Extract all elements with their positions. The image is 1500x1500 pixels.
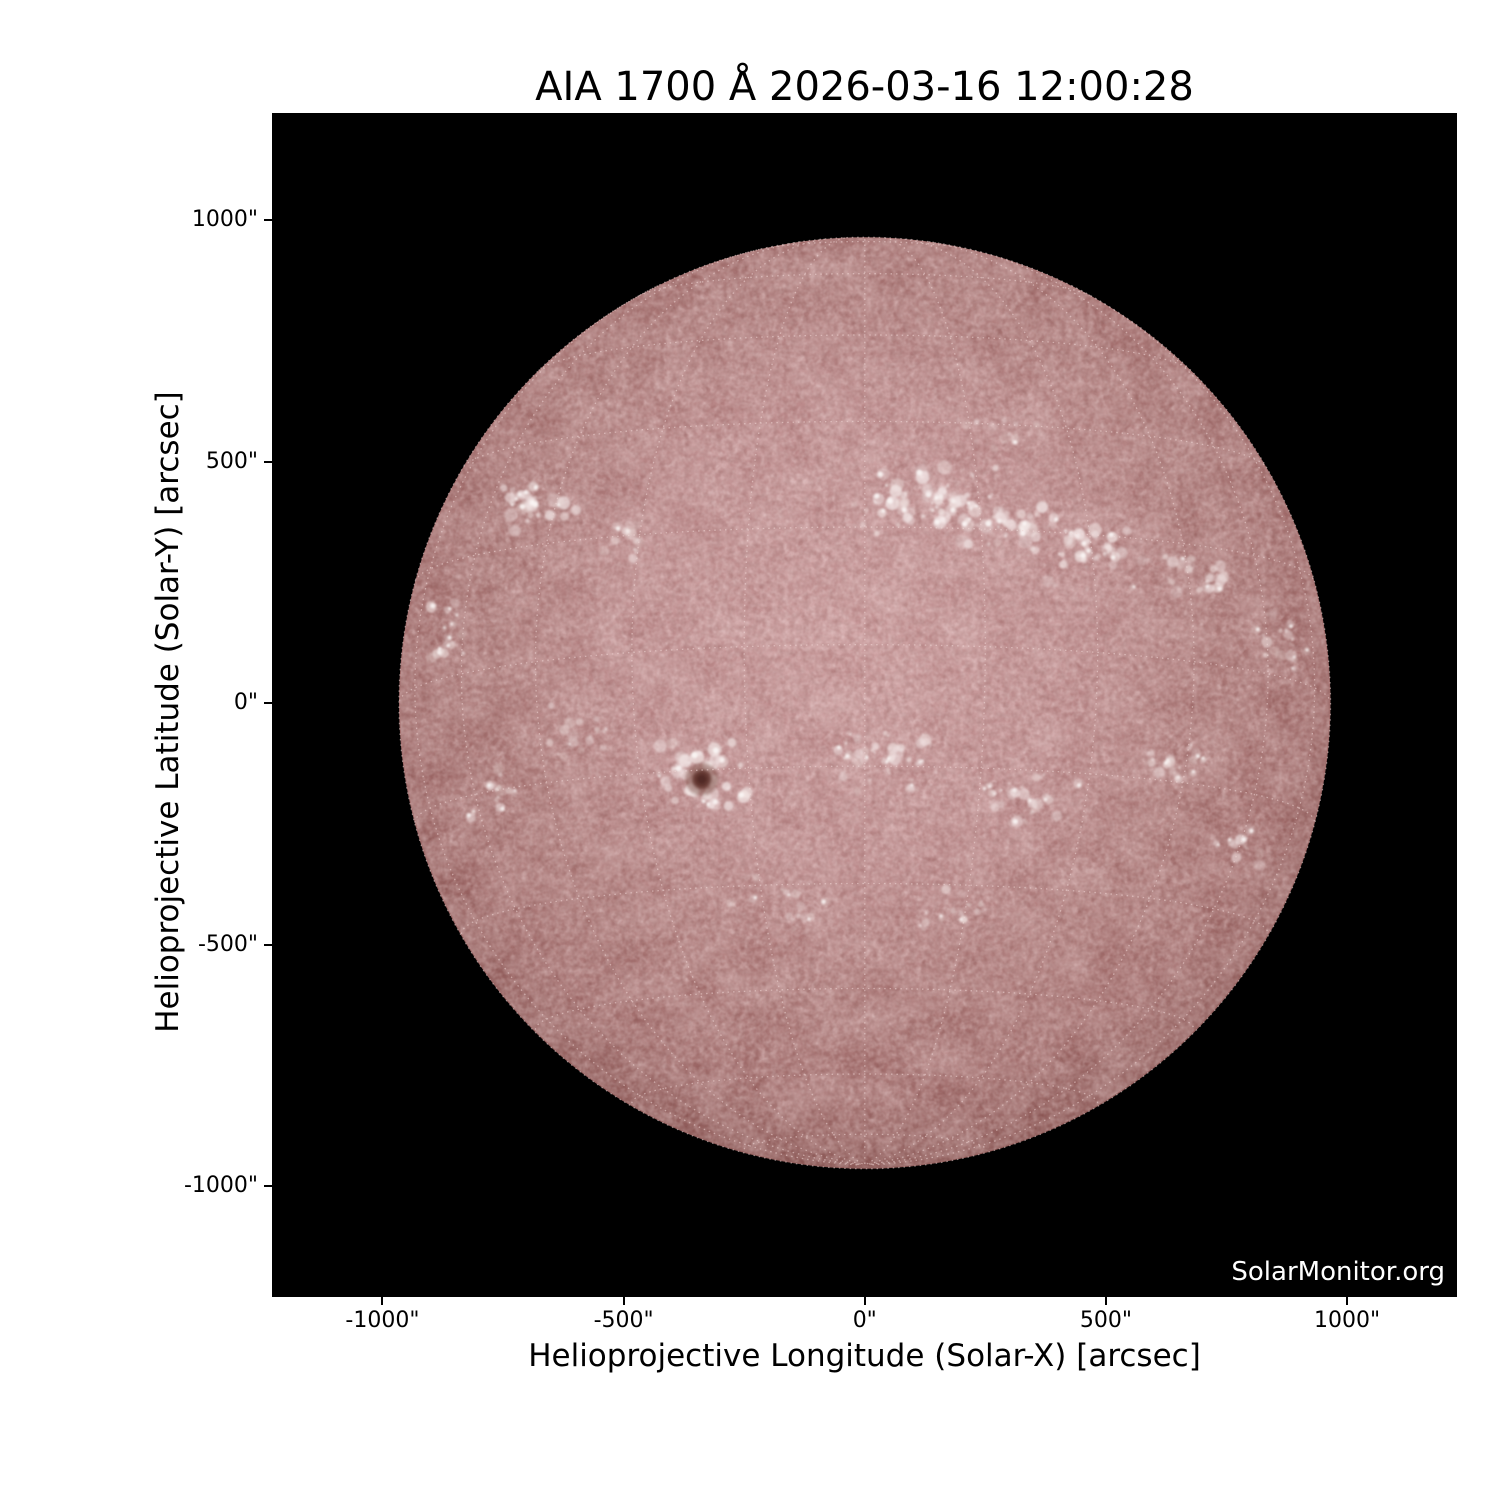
y-tick-mark xyxy=(264,1185,272,1187)
plot-area: SolarMonitor.org xyxy=(272,113,1457,1297)
y-tick-mark xyxy=(264,460,272,463)
heliographic-grid xyxy=(398,236,1332,1170)
x-tick-label: 500" xyxy=(1079,1308,1132,1333)
y-tick-label: -1000" xyxy=(183,1173,258,1198)
sunspot-marker xyxy=(685,762,719,796)
page-title: AIA 1700 Å 2026-03-16 12:00:28 xyxy=(535,64,1194,110)
y-tick-mark xyxy=(264,702,272,704)
x-tick-label: 1000" xyxy=(1313,1308,1381,1333)
watermark: SolarMonitor.org xyxy=(1231,1257,1445,1287)
y-tick-label: 0" xyxy=(233,690,258,715)
x-tick-mark xyxy=(863,1297,866,1305)
x-tick-label: -1000" xyxy=(345,1308,420,1333)
x-tick-mark xyxy=(622,1297,625,1305)
x-tick-mark xyxy=(1346,1297,1349,1305)
x-tick-label: 0" xyxy=(852,1308,877,1333)
y-tick-mark xyxy=(264,943,272,946)
sun-disk-svg xyxy=(398,236,1332,1170)
x-tick-mark xyxy=(381,1297,384,1305)
x-tick-label: -500" xyxy=(593,1308,654,1333)
y-tick-label: 500" xyxy=(205,448,258,474)
x-axis-label: Helioprojective Longitude (Solar-X) [arc… xyxy=(528,1338,1201,1374)
x-tick-mark xyxy=(1104,1297,1107,1305)
y-tick-mark xyxy=(264,219,272,221)
plage-regions xyxy=(425,417,1311,931)
sun-disk-texture xyxy=(399,238,1330,1168)
y-tick-label: 1000" xyxy=(191,207,258,232)
y-tick-label: -500" xyxy=(197,931,258,957)
